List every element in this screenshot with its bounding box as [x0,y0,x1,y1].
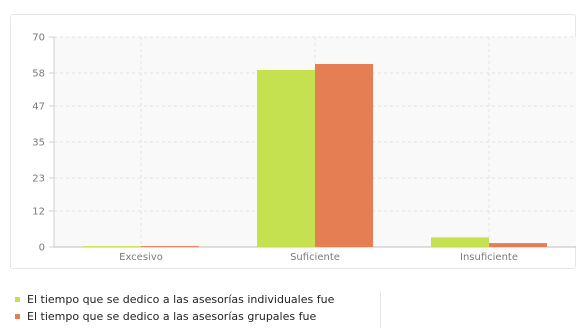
legend-swatch [15,297,20,302]
x-tick-label: Insuficiente [460,252,518,263]
legend: El tiempo que se dedico a las asesorías … [15,291,381,328]
legend-item[interactable]: El tiempo que se dedico a las asesorías … [15,291,380,308]
bar [315,64,373,247]
bar [431,237,489,247]
legend-item[interactable]: El tiempo que se dedico a las asesorías … [15,308,380,325]
bar [141,246,199,248]
chart-panel: 0 12 23 35 47 58 70 Excesivo Suficiente Insuficie… [10,14,576,269]
y-tick-label: 0 [39,243,45,254]
bar [83,246,141,248]
bar-chart: 0 12 23 35 47 58 70 Excesivo Suficiente Insuficie… [32,33,576,263]
legend-label: El tiempo que se dedico a las asesorías … [27,293,335,306]
y-tick-label: 70 [32,33,45,44]
bar [257,70,315,247]
y-tick-label: 35 [32,138,45,149]
legend-label: El tiempo que se dedico a las asesorías … [27,310,317,323]
y-tick-label: 47 [32,102,45,113]
y-tick-label: 23 [32,174,45,185]
y-tick-label: 58 [32,69,45,80]
y-tick-label: 12 [32,207,45,218]
bar [489,243,547,247]
legend-swatch [15,314,20,319]
x-tick-label: Excesivo [119,252,163,263]
x-tick-label: Suficiente [290,252,340,263]
